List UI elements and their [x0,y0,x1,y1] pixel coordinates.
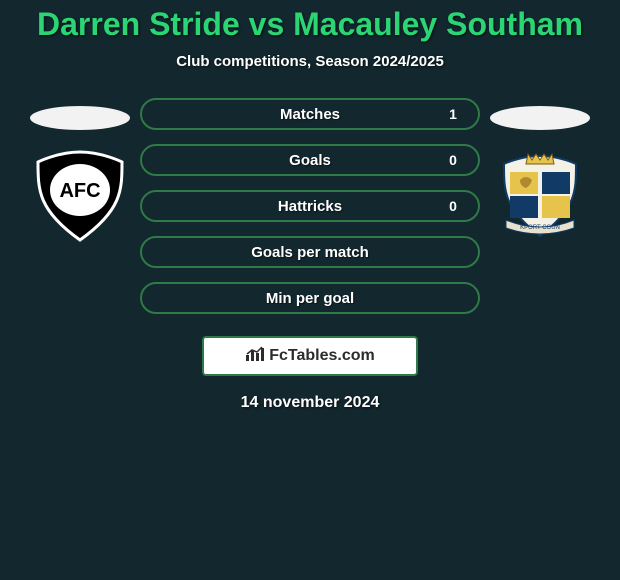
stat-row-hattricks: Hattricks 0 [140,190,480,222]
left-player-col: AFC [20,98,140,314]
player-head-left [30,106,130,130]
stat-label: Goals [192,152,428,169]
svg-text:KPORT COUN: KPORT COUN [520,225,560,231]
stat-row-goals: Goals 0 [140,144,480,176]
stat-right-value: 0 [428,198,478,214]
stat-label: Hattricks [192,198,428,215]
chart-bars-icon [245,346,265,367]
comparison-panel: AFC Matches 1 Goals 0 Hattricks 0 Goals … [0,98,620,314]
page-title: Darren Stride vs Macauley Southam [0,0,620,43]
stat-row-matches: Matches 1 [140,98,480,130]
brand-badge: FcTables.com [202,336,418,376]
footer-date: 14 november 2024 [0,394,620,412]
club-badge-right: KPORT COUN [490,150,590,242]
stat-right-value: 1 [428,106,478,122]
player-head-right [490,106,590,130]
stat-right-value: 0 [428,152,478,168]
stat-row-mpg: Min per goal [140,282,480,314]
stats-list: Matches 1 Goals 0 Hattricks 0 Goals per … [140,98,480,314]
page-subtitle: Club competitions, Season 2024/2025 [0,53,620,70]
stat-row-gpm: Goals per match [140,236,480,268]
club-badge-left: AFC [30,150,130,242]
stat-label: Matches [192,106,428,123]
stat-label: Goals per match [192,244,428,261]
svg-text:AFC: AFC [59,180,100,202]
stat-label: Min per goal [192,290,428,307]
right-player-col: KPORT COUN [480,98,600,314]
brand-text: FcTables.com [269,347,375,365]
